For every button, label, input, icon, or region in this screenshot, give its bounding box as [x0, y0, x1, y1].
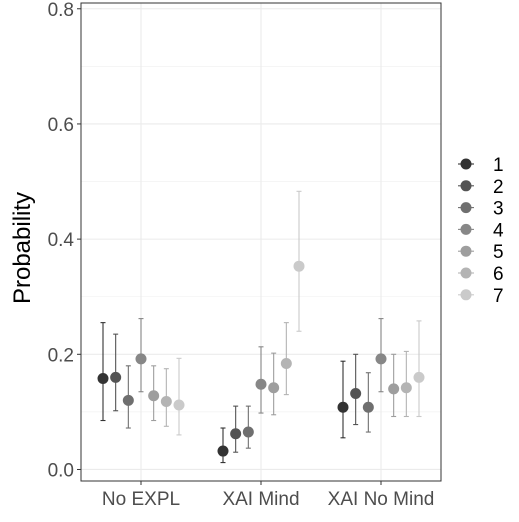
point-2-no-expl	[110, 333, 122, 412]
y-axis: 0.0 0.2 0.4 0.6 0.8	[48, 0, 81, 481]
legend-item-5: 5	[458, 242, 504, 263]
point-7-no-expl	[173, 357, 185, 436]
legend-label: 5	[493, 242, 504, 263]
legend-item-6: 6	[458, 264, 504, 285]
legend-item-4: 4	[458, 220, 504, 241]
data-point	[293, 260, 305, 272]
data-point	[122, 394, 134, 406]
point-2-xai-mind	[230, 405, 242, 453]
y-tick-label: 0.6	[48, 115, 74, 136]
y-tick-label: 0.2	[48, 345, 74, 366]
point-4-no-expl	[135, 318, 147, 393]
data-point	[280, 358, 292, 370]
legend-key-point	[460, 180, 472, 192]
data-point	[388, 383, 400, 395]
data-point	[375, 353, 387, 365]
y-tick-label: 0.8	[48, 0, 74, 21]
point-6-no-expl	[160, 368, 172, 427]
data-point	[242, 426, 254, 438]
legend-label: 7	[493, 286, 504, 307]
point-6-xai-no-mind	[400, 350, 412, 418]
legend-key-point	[460, 267, 472, 279]
data-point	[400, 382, 412, 394]
data-point	[173, 399, 185, 411]
point-7-xai-no-mind	[413, 320, 425, 418]
data-point	[350, 387, 362, 399]
legend-item-2: 2	[458, 177, 504, 198]
data-point	[268, 382, 280, 394]
legend-key-point	[460, 245, 472, 257]
legend-key-point	[460, 158, 472, 170]
data-point	[97, 372, 109, 384]
data-marks	[97, 190, 425, 464]
y-axis-title: Probability	[9, 192, 36, 304]
point-6-xai-mind	[280, 322, 292, 396]
data-point	[148, 390, 160, 402]
point-1-xai-mind	[217, 427, 229, 464]
legend-label: 2	[493, 177, 504, 198]
data-point	[413, 371, 425, 383]
legend-key-point	[460, 202, 472, 214]
point-2-xai-no-mind	[350, 353, 362, 426]
legend-label: 1	[493, 155, 504, 176]
point-1-xai-no-mind	[337, 360, 349, 439]
data-point	[217, 445, 229, 457]
point-5-xai-no-mind	[388, 353, 400, 418]
data-point	[160, 396, 172, 408]
point-5-no-expl	[148, 365, 160, 422]
legend-item-1: 1	[458, 155, 504, 176]
point-5-xai-mind	[268, 352, 280, 416]
data-point	[362, 401, 374, 413]
point-3-no-expl	[122, 365, 134, 429]
legend-key-point	[460, 289, 472, 301]
point-4-xai-no-mind	[375, 318, 387, 393]
legend-label: 4	[493, 220, 504, 241]
legend-item-7: 7	[458, 286, 504, 307]
point-3-xai-no-mind	[362, 372, 374, 433]
x-axis: No EXPL XAI Mind XAI No Mind	[102, 481, 434, 510]
data-point	[255, 378, 267, 390]
x-tick-label: XAI No Mind	[328, 489, 435, 510]
data-point	[110, 371, 122, 383]
y-tick-label: 0.4	[48, 230, 75, 251]
legend-label: 6	[493, 264, 504, 285]
data-point	[135, 353, 147, 365]
data-point	[230, 428, 242, 440]
legend-key-point	[460, 223, 472, 235]
legend-label: 3	[493, 199, 504, 220]
legend-item-3: 3	[458, 199, 504, 220]
point-3-xai-mind	[242, 405, 254, 449]
point-1-no-expl	[97, 322, 109, 422]
x-tick-label: XAI Mind	[222, 489, 299, 510]
point-4-xai-mind	[255, 346, 267, 414]
point-7-xai-mind	[293, 190, 305, 332]
y-tick-label: 0.0	[48, 460, 74, 481]
x-tick-label: No EXPL	[102, 489, 180, 510]
data-point	[337, 401, 349, 413]
